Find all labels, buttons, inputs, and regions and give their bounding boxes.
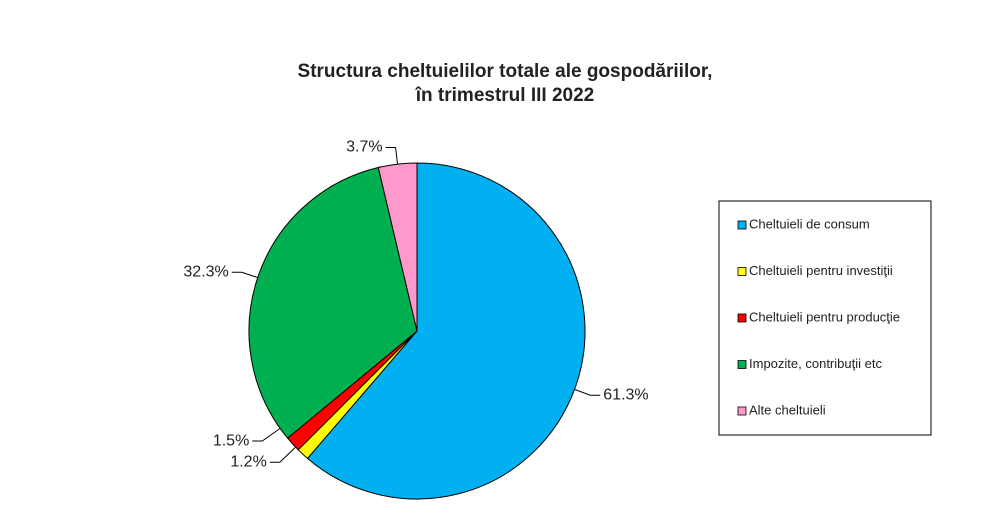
leader-line (269, 446, 296, 463)
value-label: 1.2% (230, 453, 266, 470)
legend-label: Impozite, contribuţii etc (749, 356, 882, 371)
leader-line (231, 271, 258, 279)
leader-line (252, 427, 281, 442)
legend-label: Cheltuieli de consum (749, 216, 870, 231)
value-label: 32.3% (183, 263, 228, 280)
leader-line (574, 388, 601, 396)
legend-label: Cheltuieli pentru producţie (749, 309, 900, 324)
chart-title: în trimestrul III 2022 (415, 85, 594, 106)
legend-swatch (737, 267, 747, 276)
legend-swatch (737, 360, 747, 369)
pie-slice (306, 162, 586, 500)
legend-label: Alte cheltuieli (749, 402, 826, 417)
legend-swatch (737, 220, 747, 230)
value-label: 1.5% (213, 432, 249, 449)
legend-box (718, 200, 932, 436)
value-label: 3.7% (346, 139, 382, 156)
value-label: 61.3% (603, 386, 648, 403)
chart-title: Structura cheltuielilor totale ale gospo… (298, 61, 713, 82)
legend-label: Cheltuieli pentru investiţii (749, 263, 893, 278)
leader-line (385, 146, 399, 165)
legend-swatch (737, 313, 747, 323)
legend-swatch (737, 406, 747, 416)
